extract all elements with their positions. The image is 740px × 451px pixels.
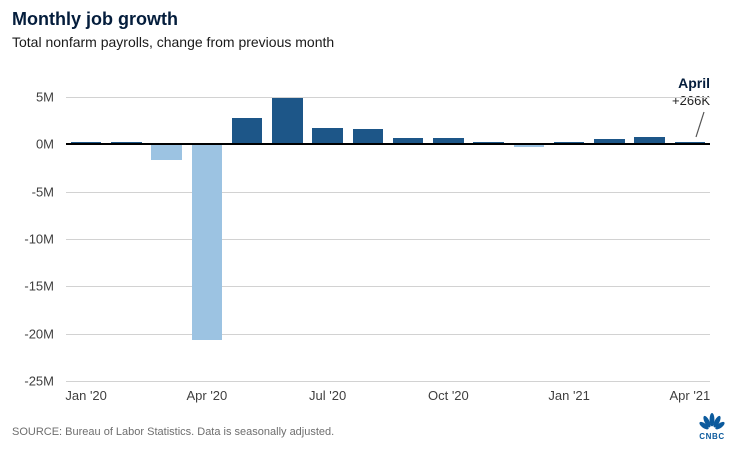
- x-axis-tick-label: Jul '20: [309, 388, 347, 403]
- x-axis-tick-label: Jan '21: [548, 388, 590, 403]
- x-axis-tick-label: Jan '20: [65, 388, 107, 403]
- annotation-leader-line: [695, 111, 705, 138]
- bar-apr-21[interactable]: [674, 141, 706, 145]
- bar-nov-20[interactable]: [473, 141, 504, 145]
- source-note: SOURCE: Bureau of Labor Statistics. Data…: [12, 426, 335, 438]
- annotation-callout: April +266K: [672, 75, 710, 108]
- gridline: [66, 286, 710, 288]
- y-axis-tick-label: 0M: [35, 136, 54, 152]
- annotation-value-label: +266K: [672, 93, 710, 108]
- peacock-icon: [699, 412, 725, 430]
- cnbc-logo: CNBC: [692, 411, 732, 441]
- y-axis-tick-label: -5M: [31, 184, 54, 200]
- plot-area: [66, 97, 710, 382]
- y-axis-tick-label: -10M: [24, 231, 54, 247]
- gridline: [66, 191, 710, 193]
- x-axis-tick-label: Oct '20: [427, 388, 469, 403]
- bar-oct-20[interactable]: [433, 137, 464, 145]
- zero-axis-line: [66, 143, 710, 146]
- bar-feb-21[interactable]: [594, 139, 625, 145]
- y-axis-tick-label: -25M: [24, 373, 54, 389]
- bar-jul-20[interactable]: [312, 127, 343, 145]
- y-axis-tick-label: -15M: [24, 278, 54, 294]
- chart-title: Monthly job growth: [12, 9, 178, 29]
- bar-jun-20[interactable]: [272, 98, 303, 145]
- bar-jan-21[interactable]: [553, 142, 585, 145]
- gridline: [66, 239, 710, 240]
- annotation-month-label: April: [678, 75, 710, 91]
- gridline: [66, 333, 710, 335]
- gridline: [66, 97, 710, 98]
- y-axis-tick-label: 5M: [35, 89, 54, 105]
- chart-subtitle: Total nonfarm payrolls, change from prev…: [12, 34, 335, 50]
- bar-dec-20[interactable]: [513, 144, 545, 148]
- cnbc-logo-text: CNBC: [699, 432, 725, 441]
- bar-may-20[interactable]: [231, 117, 263, 145]
- x-axis: Jan '20 Apr '20 Jul '20 Oct '20 Jan '21 Apr '…: [65, 388, 711, 406]
- bar-mar-21[interactable]: [634, 137, 665, 145]
- gridline: [66, 381, 710, 382]
- bar-sep-20[interactable]: [392, 137, 424, 145]
- bar-mar-20[interactable]: [151, 144, 182, 161]
- bar-feb-20[interactable]: [111, 141, 142, 145]
- bar-apr-20[interactable]: [191, 144, 223, 341]
- x-axis-tick-label: Apr '20: [186, 388, 228, 403]
- bar-aug-20[interactable]: [352, 129, 384, 145]
- x-axis-tick-label: Apr '21: [669, 388, 711, 403]
- y-axis-tick-label: -20M: [24, 326, 54, 342]
- y-axis: 5M 0M -5M -10M -15M -20M -25M: [0, 90, 54, 389]
